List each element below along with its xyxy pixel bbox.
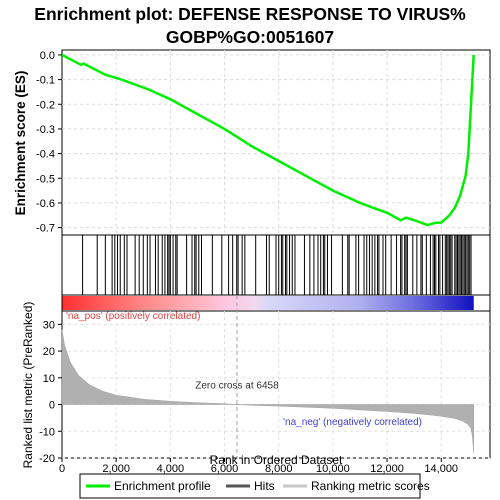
rank-x-axis-label: Rank in Ordered Dataset: [210, 453, 343, 467]
rank-y-tick-label: 20: [43, 346, 55, 358]
es-tick-label: -0.4: [36, 149, 55, 161]
rank-x-tick-label: 10,000: [316, 463, 350, 475]
rank-x-tick-label: 12,000: [370, 463, 404, 475]
hit-marks: [82, 235, 472, 295]
rank-x-tick-label: 4,000: [157, 463, 185, 475]
rank-heatmap-bar: [62, 296, 474, 310]
rank-metric-panel: Zero cross at 6458 'na_pos' (positively …: [21, 295, 491, 475]
enrichment-profile-line: [61, 53, 475, 227]
rank-gridlines: [62, 311, 490, 459]
legend: Enrichment profile Hits Ranking metric s…: [79, 473, 430, 499]
zero-cross-label: Zero cross at 6458: [195, 381, 279, 392]
chart-title-line1: Enrichment plot: DEFENSE RESPONSE TO VIR…: [34, 4, 466, 24]
rank-x-tick-label: 0: [59, 463, 65, 475]
rank-x-tick-label: 14,000: [424, 463, 458, 475]
es-tick-label: 0.0: [40, 50, 55, 62]
rank-x-tick-label: 6,000: [211, 463, 239, 475]
legend-label-enrichment: Enrichment profile: [114, 479, 211, 493]
rank-x-tick-label: 2,000: [102, 463, 130, 475]
es-tick-label: -0.6: [36, 198, 55, 210]
rank-y-tick-label: 0: [49, 400, 55, 412]
es-plot-frame: [61, 49, 491, 236]
rank-y-tick-label: 10: [43, 373, 55, 385]
positive-correlated-label: 'na_pos' (positively correlated): [66, 311, 200, 322]
es-tick-label: -0.2: [36, 99, 55, 111]
es-y-axis-label: Enrichment score (ES): [13, 71, 28, 216]
ranking-metric-area: [61, 329, 474, 453]
rank-plot-frame: [61, 310, 491, 459]
es-y-ticks: 0.0 -0.1 -0.2 -0.3 -0.4 -0.5 -0.6 -0.7: [36, 50, 62, 235]
rank-y-tick-label: -10: [39, 426, 55, 438]
es-panel: 0.0 -0.1 -0.2 -0.3 -0.4 -0.5 -0.6 -0.7 Enrichme…: [13, 49, 491, 236]
es-tick-label: -0.7: [36, 223, 55, 235]
chart-title-line2: GOBP%GO:0051607: [166, 27, 334, 47]
negative-correlated-label: 'na_neg' (negatively correlated): [283, 417, 422, 428]
rank-y-tick-label: -20: [39, 453, 55, 465]
rank-x-ticks: 0 2,000 4,000 6,000 8,000 10,000 12,000 14,000: [59, 458, 458, 475]
es-tick-label: -0.3: [36, 124, 55, 136]
es-tick-label: -0.5: [36, 173, 55, 185]
legend-box: [79, 473, 421, 499]
legend-label-metric: Ranking metric scores: [311, 479, 430, 493]
rank-y-ticks: 30 20 10 0 -10 -20: [39, 319, 62, 465]
es-tick-label: -0.1: [36, 75, 55, 87]
es-gridlines: [62, 50, 490, 235]
rank-x-tick-label: 8,000: [265, 463, 293, 475]
hits-panel: [61, 234, 491, 296]
legend-label-hits: Hits: [254, 479, 275, 493]
rank-y-axis-label: Ranked list metric (PreRanked): [21, 302, 35, 469]
rank-y-tick-label: 30: [43, 319, 55, 331]
